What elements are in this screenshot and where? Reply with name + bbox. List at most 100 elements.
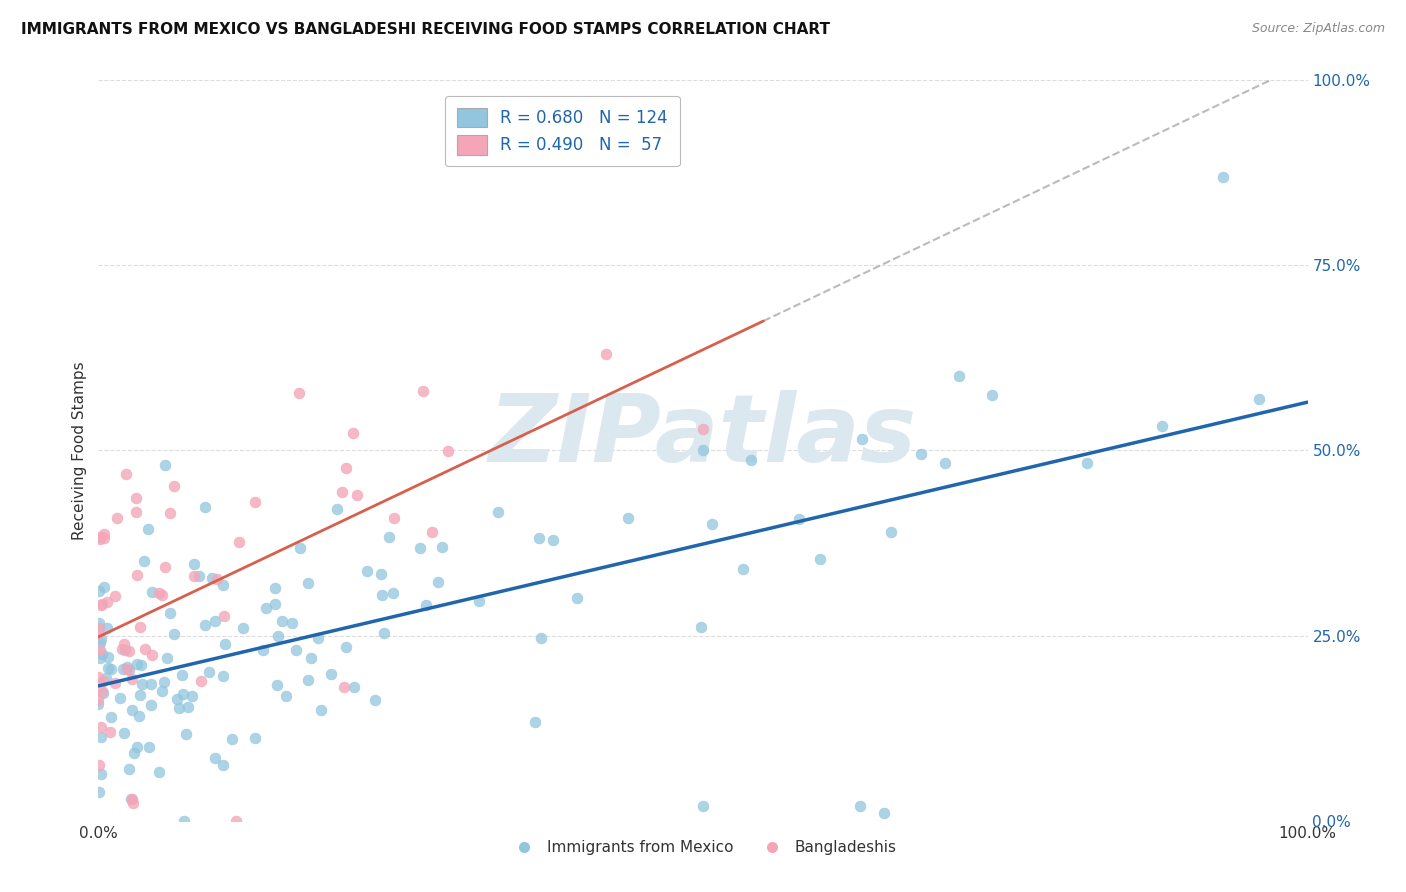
Point — [172, 687, 194, 701]
Point — [129, 658, 152, 673]
Point — [170, 667, 193, 681]
Point — [382, 511, 405, 525]
Point — [263, 597, 285, 611]
Point — [174, 727, 197, 741]
Point — [141, 648, 163, 662]
Point — [100, 663, 122, 677]
Point — [232, 621, 254, 635]
Y-axis label: Receiving Food Stamps: Receiving Food Stamps — [72, 361, 87, 540]
Point — [121, 672, 143, 686]
Point — [228, 534, 250, 549]
Point — [134, 642, 156, 657]
Point — [880, 525, 903, 540]
Point — [118, 663, 141, 677]
Point — [373, 625, 395, 640]
Point — [118, 644, 141, 658]
Point — [93, 580, 115, 594]
Point — [125, 505, 148, 519]
Point — [266, 678, 288, 692]
Point — [90, 684, 112, 698]
Point — [91, 686, 114, 700]
Point — [692, 798, 714, 813]
Point — [117, 662, 139, 676]
Text: ZIPatlas: ZIPatlas — [489, 390, 917, 482]
Point — [363, 693, 385, 707]
Point — [167, 701, 190, 715]
Point — [127, 657, 149, 671]
Point — [115, 660, 138, 674]
Point — [131, 677, 153, 691]
Point — [378, 529, 401, 543]
Point — [129, 620, 152, 634]
Point — [702, 516, 724, 531]
Point — [87, 670, 110, 684]
Point — [125, 739, 148, 754]
Point — [148, 765, 170, 780]
Point — [934, 456, 956, 470]
Point — [159, 506, 181, 520]
Point — [90, 598, 112, 612]
Point — [153, 675, 176, 690]
Point — [980, 387, 1002, 401]
Point — [93, 526, 115, 541]
Point — [153, 560, 176, 574]
Point — [139, 698, 162, 713]
Point — [335, 640, 357, 655]
Point — [112, 726, 135, 740]
Point — [166, 692, 188, 706]
Point — [212, 669, 235, 683]
Point — [125, 491, 148, 506]
Point — [689, 620, 711, 634]
Point — [299, 650, 322, 665]
Point — [617, 511, 640, 525]
Point — [346, 488, 368, 502]
Point — [162, 627, 184, 641]
Point — [307, 631, 329, 645]
Point — [194, 617, 217, 632]
Point — [948, 369, 970, 384]
Point — [87, 584, 110, 599]
Point — [309, 703, 332, 717]
Point — [343, 680, 366, 694]
Point — [1212, 169, 1234, 184]
Point — [733, 562, 755, 576]
Point — [136, 522, 159, 536]
Point — [139, 677, 162, 691]
Point — [115, 467, 138, 481]
Point — [120, 792, 142, 806]
Point — [97, 650, 120, 665]
Point — [89, 530, 111, 544]
Point — [221, 731, 243, 746]
Point — [97, 661, 120, 675]
Point — [87, 615, 110, 630]
Point — [530, 631, 553, 645]
Point — [1249, 392, 1271, 406]
Point — [89, 621, 111, 635]
Point — [104, 589, 127, 603]
Text: IMMIGRANTS FROM MEXICO VS BANGLADESHI RECEIVING FOOD STAMPS CORRELATION CHART: IMMIGRANTS FROM MEXICO VS BANGLADESHI RE… — [21, 22, 830, 37]
Point — [87, 698, 110, 712]
Point — [188, 569, 211, 583]
Point — [787, 512, 810, 526]
Point — [287, 385, 309, 400]
Point — [122, 796, 145, 810]
Point — [486, 505, 509, 519]
Point — [121, 703, 143, 717]
Legend: Immigrants from Mexico, Bangladeshis: Immigrants from Mexico, Bangladeshis — [503, 834, 903, 861]
Point — [252, 642, 274, 657]
Point — [90, 597, 112, 611]
Point — [330, 485, 353, 500]
Point — [114, 643, 136, 657]
Point — [214, 637, 236, 651]
Point — [692, 422, 714, 436]
Point — [93, 531, 115, 545]
Point — [201, 570, 224, 584]
Point — [382, 586, 405, 600]
Point — [132, 554, 155, 568]
Point — [90, 647, 112, 661]
Point — [150, 588, 173, 602]
Point — [89, 651, 111, 665]
Point — [176, 699, 198, 714]
Point — [90, 632, 112, 646]
Point — [183, 568, 205, 582]
